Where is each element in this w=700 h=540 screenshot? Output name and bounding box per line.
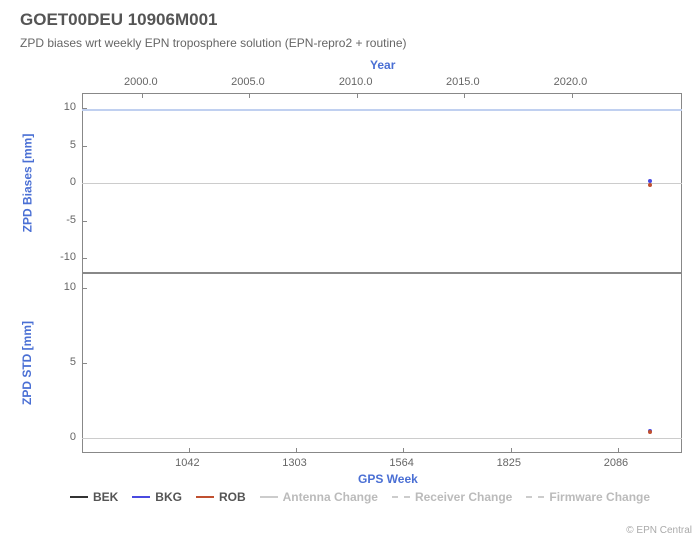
legend-item[interactable]: Receiver Change [392,490,512,504]
top-axis-title: Year [370,58,395,72]
y-tick: 0 [70,176,76,188]
legend-item[interactable]: BEK [70,490,118,504]
top-tick: 2010.0 [339,76,373,88]
legend-item[interactable]: ROB [196,490,246,504]
y-tick: 10 [64,101,76,113]
bottom-tick: 1825 [497,457,521,469]
top-tick: 2000.0 [124,76,158,88]
bottom-tick: 2086 [604,457,628,469]
y-tick: 5 [70,139,76,151]
y-tick: -5 [66,214,76,226]
legend-item[interactable]: Antenna Change [260,490,378,504]
data-point [648,430,652,434]
legend: BEK BKG ROB Antenna Change Receiver Change Fi… [60,490,660,504]
y-tick: 10 [64,281,76,293]
plot-zpd-std [82,273,682,453]
y2-axis-title: ZPD STD [mm] [20,321,34,405]
chart-subtitle: ZPD biases wrt weekly EPN troposphere so… [20,36,407,50]
y-tick: 0 [70,431,76,443]
top-tick: 2020.0 [554,76,588,88]
legend-item[interactable]: Firmware Change [526,490,650,504]
bottom-tick: 1303 [282,457,306,469]
bottom-tick: 1564 [389,457,413,469]
y-tick: -10 [60,251,76,263]
chart-title: GOET00DEU 10906M001 [20,10,218,30]
data-point [648,183,652,187]
bottom-axis-title: GPS Week [358,472,418,486]
credit: © EPN Central [626,525,692,536]
y-tick: 5 [70,356,76,368]
top-tick: 2015.0 [446,76,480,88]
top-tick: 2005.0 [231,76,265,88]
bottom-tick: 1042 [175,457,199,469]
legend-item[interactable]: BKG [132,490,182,504]
y1-axis-title: ZPD Biases [mm] [20,134,34,233]
